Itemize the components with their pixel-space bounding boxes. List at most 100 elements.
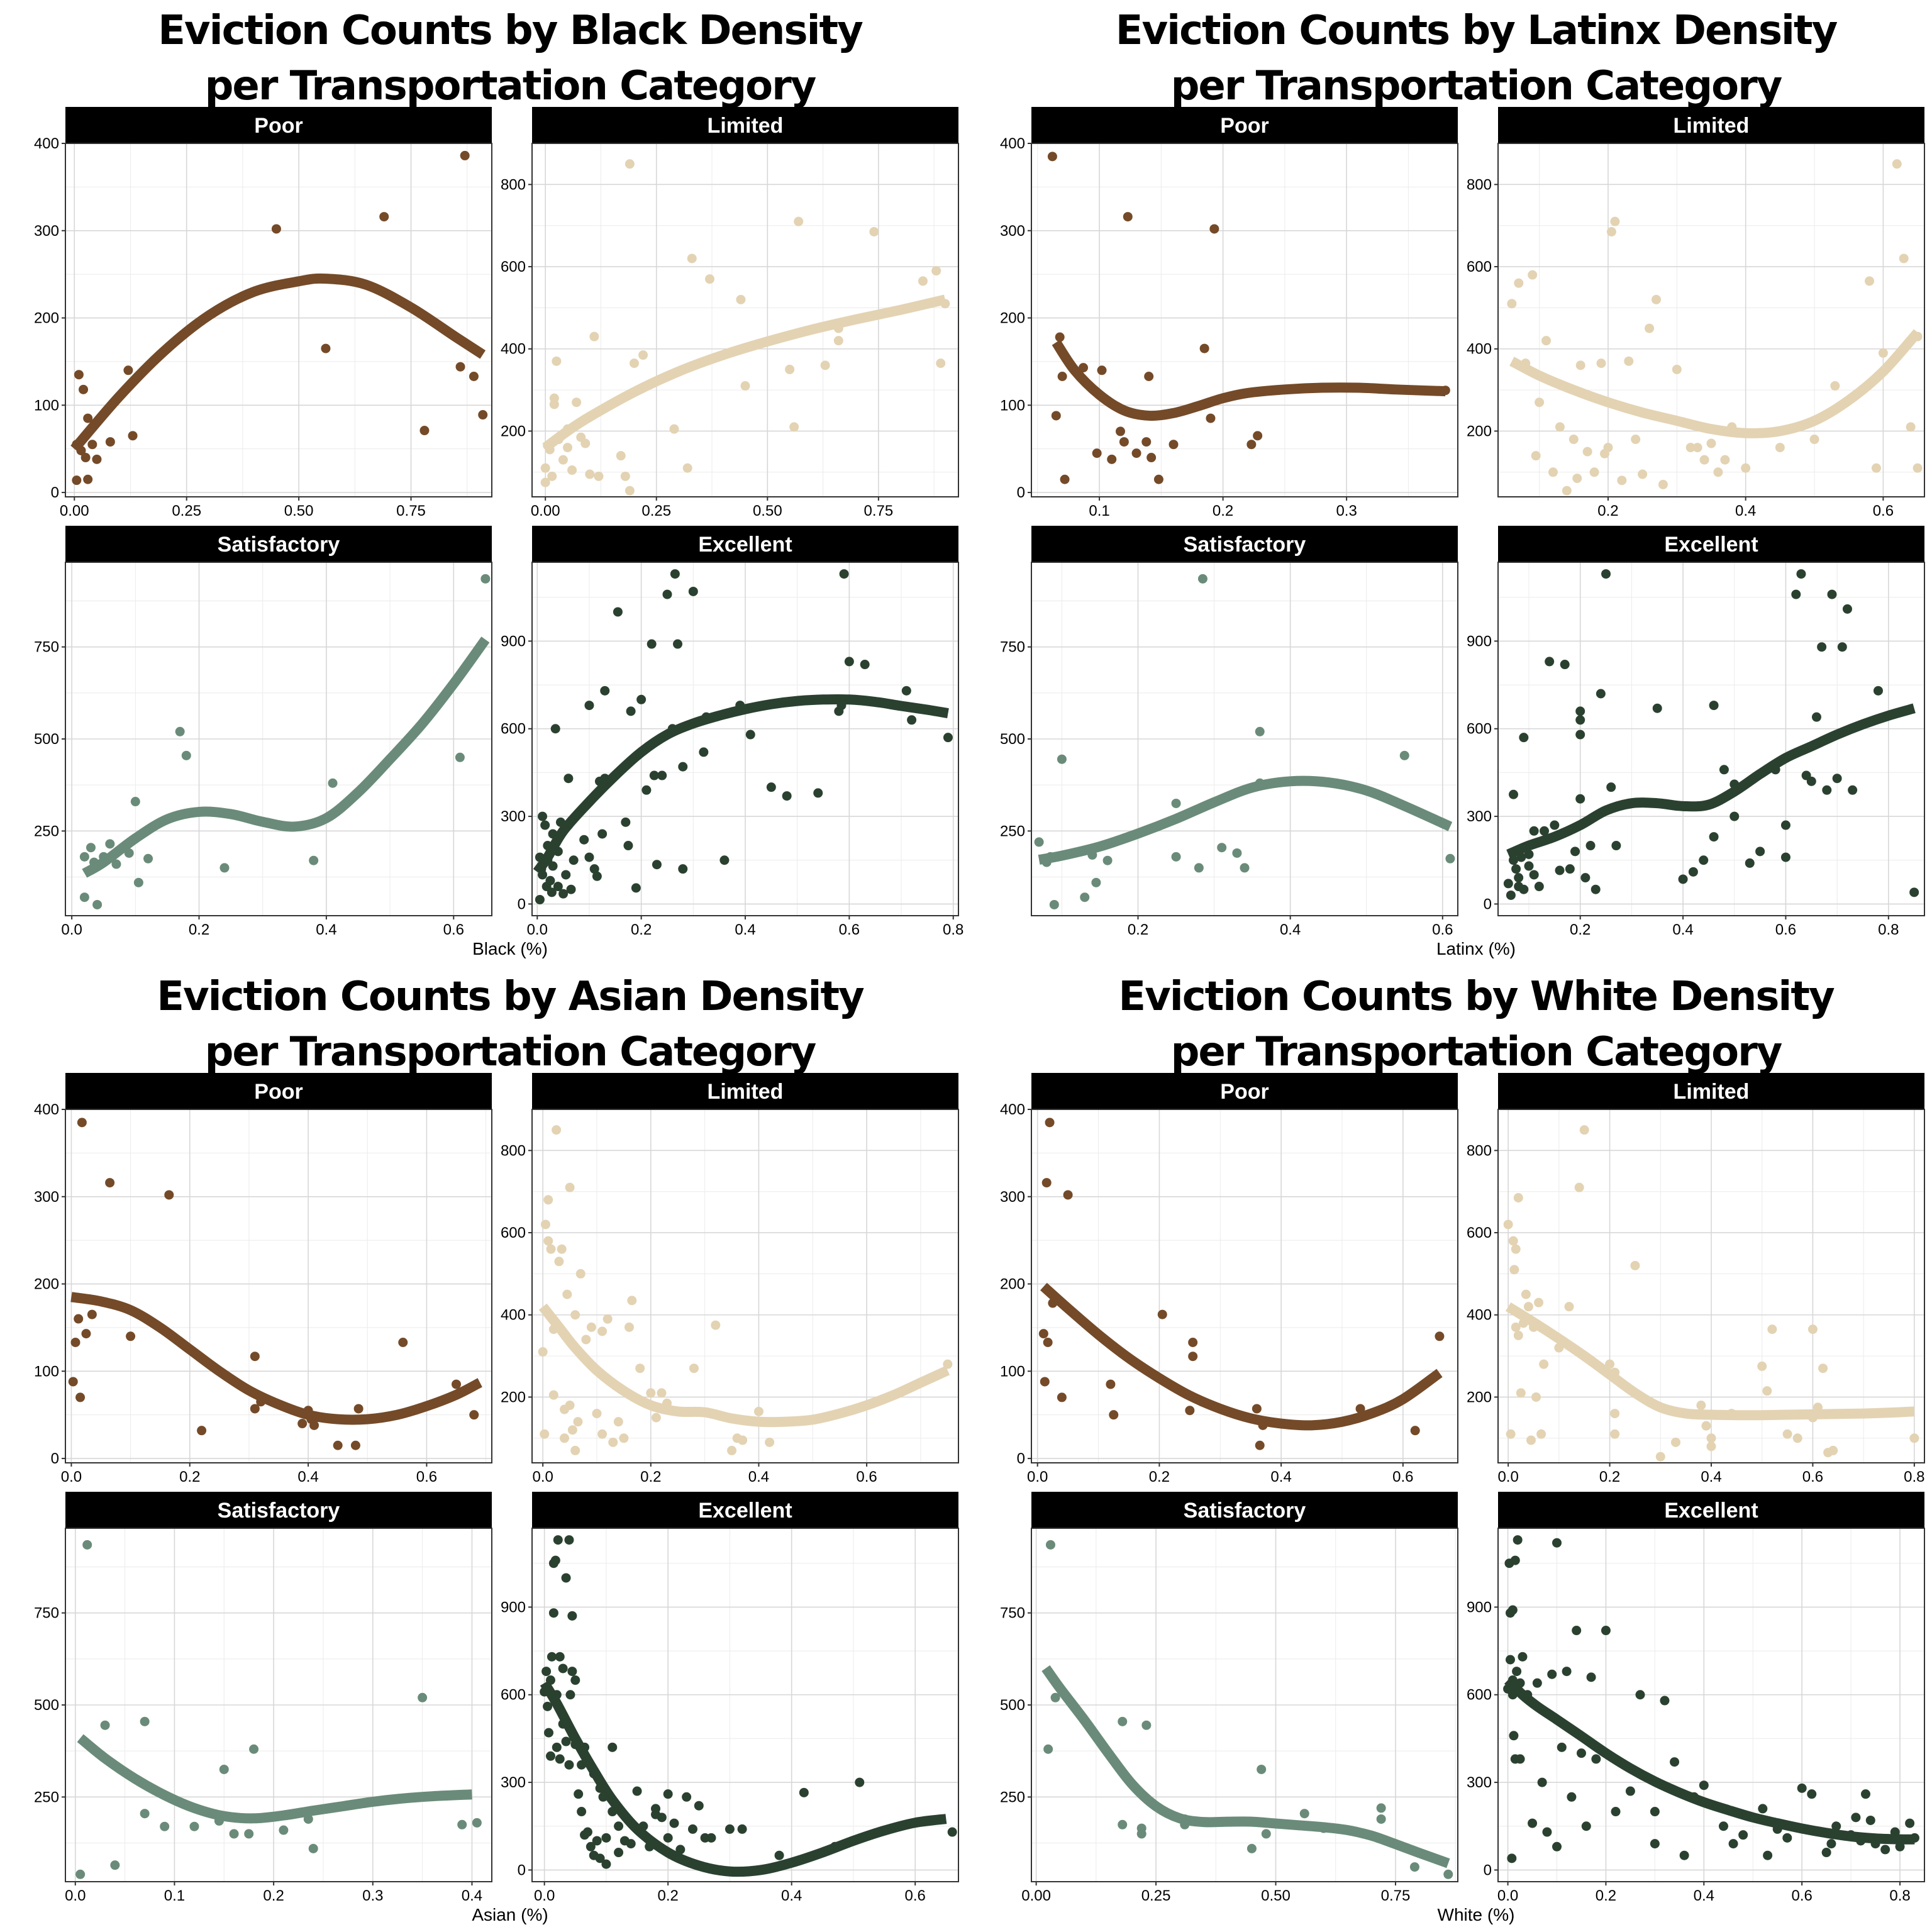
data-point xyxy=(689,1363,699,1374)
trend-line xyxy=(1505,1302,1915,1421)
data-point xyxy=(1830,381,1840,391)
x-tick-label: 0.6 xyxy=(443,921,464,938)
data-point xyxy=(140,1716,150,1726)
data-point xyxy=(687,1824,697,1834)
data-point xyxy=(1827,589,1837,599)
data-point xyxy=(546,1244,556,1254)
axes: 0.0 0.2 0.4 0.6 0 100 200 300 400 xyxy=(34,1101,437,1485)
data-point xyxy=(1709,701,1719,711)
data-point xyxy=(1045,1540,1055,1550)
facet-label: Limited xyxy=(1674,114,1750,138)
data-point xyxy=(128,431,138,441)
data-point xyxy=(1255,726,1265,736)
data-point xyxy=(601,1833,611,1843)
data-point xyxy=(79,384,89,394)
data-point xyxy=(549,393,559,403)
panel-excellent: Excellent 0.0 0.2 0.4 0.6 0 300 600 900 xyxy=(501,1492,959,1904)
data-point xyxy=(1755,847,1765,857)
data-point xyxy=(1063,1190,1073,1200)
data-point xyxy=(1513,1193,1523,1202)
data-point xyxy=(308,1843,318,1853)
data-point xyxy=(552,356,562,366)
x-tick-label: 0.6 xyxy=(1802,1468,1823,1485)
x-tick-label: 0.6 xyxy=(1791,1887,1812,1904)
data-point xyxy=(1655,1452,1665,1462)
panel-excellent: Excellent 0.2 0.4 0.6 0.8 0 300 600 900 xyxy=(1467,526,1925,938)
x-tick-label: 0.2 xyxy=(657,1887,678,1904)
data-point xyxy=(1206,413,1216,423)
data-point xyxy=(110,1860,120,1870)
data-point xyxy=(569,855,579,865)
data-point xyxy=(613,607,623,617)
data-point xyxy=(1606,227,1616,236)
x-tick-label: 0.6 xyxy=(1392,1468,1413,1485)
data-point xyxy=(1519,884,1529,894)
y-tick-label: 900 xyxy=(1467,1599,1492,1616)
data-point xyxy=(1539,1359,1549,1369)
data-point xyxy=(541,1667,552,1677)
data-point xyxy=(584,701,594,711)
data-point xyxy=(1807,1789,1817,1799)
data-point xyxy=(297,1419,308,1429)
x-tick-label: 0.2 xyxy=(631,921,652,938)
data-point xyxy=(1660,1696,1670,1706)
data-point xyxy=(1574,1182,1584,1192)
facet-strip xyxy=(1031,1492,1458,1528)
y-tick-label: 500 xyxy=(1000,731,1025,748)
panel-satisfactory: Satisfactory 0.00 0.25 0.50 0.75 250 500 750 xyxy=(1000,1492,1458,1904)
data-point xyxy=(1562,1667,1572,1677)
facet-label: Poor xyxy=(254,114,303,138)
data-point xyxy=(1435,1331,1445,1341)
data-point xyxy=(1758,1804,1768,1814)
facet-label: Poor xyxy=(1220,114,1269,138)
data-point xyxy=(1729,811,1740,821)
data-point xyxy=(577,1807,587,1817)
data-point xyxy=(1531,1392,1541,1402)
data-point xyxy=(1410,1426,1420,1436)
data-point xyxy=(1512,1667,1522,1677)
chart-title-line: Eviction Counts by White Density xyxy=(1118,974,1835,1020)
data-point xyxy=(469,372,479,382)
data-point xyxy=(1638,469,1648,479)
data-point xyxy=(189,1821,199,1831)
x-tick-label: 0.4 xyxy=(462,1887,482,1904)
data-point xyxy=(600,686,610,696)
data-point xyxy=(133,877,143,887)
panel-poor: Poor 0.0 0.2 0.4 0.6 0 100 200 300 400 xyxy=(34,1073,492,1485)
data-point xyxy=(68,1377,78,1387)
data-point xyxy=(936,358,946,369)
data-point xyxy=(631,883,641,893)
data-point xyxy=(540,820,550,830)
data-point xyxy=(657,1813,667,1823)
data-point xyxy=(1536,1429,1546,1439)
panel-poor: Poor 0.0 0.2 0.4 0.6 0 100 200 300 400 xyxy=(1000,1073,1458,1485)
panel-border xyxy=(531,143,959,497)
data-point xyxy=(455,752,465,762)
x-axis-label: White (%) xyxy=(1438,1905,1515,1924)
data-point xyxy=(1246,1843,1257,1853)
x-tick-label: 0.0 xyxy=(532,1468,553,1485)
x-tick-label: 0.4 xyxy=(748,1468,769,1485)
x-tick-label: 0.75 xyxy=(864,502,894,519)
data-point xyxy=(1579,1125,1589,1135)
data-point xyxy=(1513,1535,1523,1545)
y-tick-label: 100 xyxy=(34,397,59,414)
data-point xyxy=(75,1869,86,1879)
data-point xyxy=(585,469,595,479)
data-point xyxy=(1107,454,1117,464)
data-point xyxy=(100,1720,110,1730)
data-point xyxy=(540,1219,550,1230)
data-point xyxy=(1828,1445,1838,1455)
data-point xyxy=(1581,1821,1591,1831)
data-point xyxy=(567,1611,577,1621)
gridlines xyxy=(1498,143,1924,497)
data-point xyxy=(1851,1813,1861,1823)
data-point xyxy=(1738,1830,1748,1840)
data-point xyxy=(573,1417,583,1427)
x-tick-label: 0.1 xyxy=(164,1887,185,1904)
panel-excellent: Excellent 0.0 0.2 0.4 0.6 0.8 0 300 600 900 xyxy=(501,526,963,938)
data-point xyxy=(669,1818,679,1828)
data-point xyxy=(540,463,550,473)
data-point xyxy=(1775,443,1785,453)
x-tick-label: 0.4 xyxy=(316,921,336,938)
